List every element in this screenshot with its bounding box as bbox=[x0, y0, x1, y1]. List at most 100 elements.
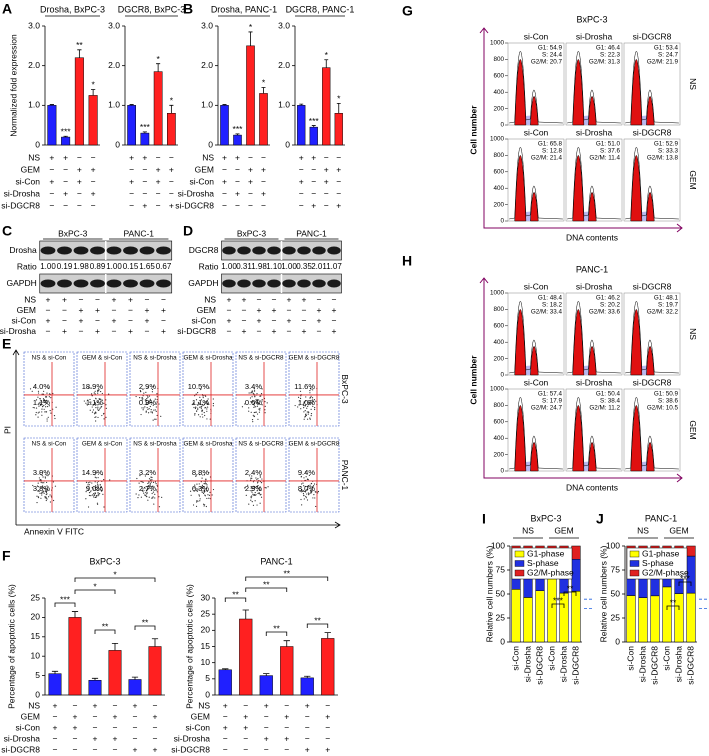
flow-dot bbox=[258, 487, 260, 489]
flow-dot bbox=[37, 486, 39, 488]
cycle-stat: S: 19.7 bbox=[658, 302, 678, 309]
blot-ratio-label: Ratio bbox=[17, 261, 37, 271]
condition-label: si-DGCR8 bbox=[175, 200, 214, 210]
bar bbox=[148, 646, 162, 696]
flow-dot bbox=[199, 498, 201, 500]
flow-frame bbox=[76, 351, 128, 427]
legend-swatch bbox=[514, 550, 525, 558]
flow-dot bbox=[45, 499, 47, 502]
significance-label: ** bbox=[263, 579, 270, 589]
cycle-outline bbox=[567, 147, 621, 220]
flow-dot bbox=[42, 491, 44, 493]
flow-dot bbox=[99, 484, 101, 486]
flow-dot bbox=[248, 392, 250, 394]
condition-sign: − bbox=[133, 733, 138, 743]
error-bar bbox=[71, 611, 79, 618]
flow-dot bbox=[99, 403, 101, 405]
flow-dot bbox=[259, 487, 261, 489]
flow-dot bbox=[253, 390, 256, 392]
condition-sign: − bbox=[79, 294, 84, 304]
flow-dot bbox=[161, 496, 163, 498]
flow-dot bbox=[145, 410, 147, 412]
flow-dot bbox=[146, 398, 148, 400]
flow-dot bbox=[312, 389, 314, 391]
flow-dot bbox=[92, 403, 94, 406]
flow-dot bbox=[303, 418, 305, 420]
cycle-g2-peak bbox=[646, 442, 655, 472]
blot-ratio: 0.15 bbox=[123, 262, 139, 271]
flow-dot bbox=[257, 492, 259, 495]
error-bar bbox=[129, 104, 134, 106]
cycle-frame bbox=[479, 277, 683, 483]
legend-label: S-phase bbox=[642, 558, 674, 568]
flow-dot bbox=[258, 399, 260, 401]
flow-dot bbox=[250, 487, 252, 489]
panel-letter: G bbox=[402, 3, 413, 19]
flow-dot bbox=[201, 491, 203, 494]
y-tick-label: 2.0 bbox=[28, 60, 40, 70]
condition-sign: + bbox=[324, 176, 329, 186]
flow-dot bbox=[258, 492, 260, 494]
blot-label: DGCR8 bbox=[189, 245, 219, 255]
flow-dot bbox=[52, 481, 55, 483]
flow-dot bbox=[250, 496, 252, 498]
flow-lower: 1.1% bbox=[33, 398, 50, 407]
flow-dot bbox=[264, 400, 266, 403]
flow-upper: 9.4% bbox=[298, 468, 315, 477]
blot-band bbox=[222, 279, 236, 288]
cycle-tick-label: 1000 bbox=[490, 386, 505, 393]
flow-dot bbox=[149, 398, 151, 400]
flow-dot bbox=[206, 484, 208, 486]
flow-dot bbox=[43, 390, 45, 392]
condition-sign: − bbox=[95, 315, 100, 325]
flow-dot bbox=[310, 395, 312, 397]
flow-dot bbox=[143, 486, 146, 489]
cycle-tick-label: 400 bbox=[493, 89, 504, 96]
flow-dot bbox=[304, 410, 306, 412]
condition-sign: − bbox=[242, 305, 247, 315]
flow-dot bbox=[52, 392, 54, 395]
flow-dot bbox=[198, 494, 200, 496]
significance-label: * bbox=[156, 54, 160, 64]
cycle-stat-box bbox=[595, 390, 621, 411]
cycle-tick-label: 1000 bbox=[490, 136, 505, 143]
flow-dot bbox=[144, 494, 146, 496]
flow-lower: 1.1% bbox=[192, 398, 209, 407]
condition-sign: − bbox=[284, 744, 289, 754]
condition-sign: − bbox=[242, 315, 247, 325]
flow-dot bbox=[44, 411, 46, 413]
flow-dot bbox=[40, 481, 42, 483]
cycle-stat: S: 38.6 bbox=[658, 398, 678, 405]
flow-dot bbox=[100, 486, 102, 488]
y-tick-label: 3.0 bbox=[108, 20, 120, 30]
bar-segment bbox=[662, 586, 672, 643]
flow-y-label: PI bbox=[2, 426, 12, 434]
flow-dot bbox=[88, 491, 91, 494]
cycle-outline bbox=[625, 397, 679, 470]
blot-band bbox=[73, 279, 89, 288]
significance-bracket bbox=[134, 625, 156, 630]
flow-dot bbox=[148, 400, 150, 402]
flow-dot bbox=[255, 401, 257, 403]
flow-dot bbox=[252, 392, 254, 395]
flow-dot bbox=[100, 490, 103, 492]
condition-sign: + bbox=[332, 305, 337, 315]
condition-sign: − bbox=[302, 315, 307, 325]
chart-title: Drosha, PANC-1 bbox=[211, 4, 277, 14]
condition-sign: − bbox=[287, 326, 292, 336]
flow-dot bbox=[156, 393, 158, 395]
significance-label: *** bbox=[233, 124, 244, 134]
flow-dot bbox=[257, 418, 259, 420]
flow-dot bbox=[37, 496, 40, 498]
error-bar bbox=[304, 675, 311, 678]
flow-dot bbox=[87, 484, 89, 486]
flow-dot bbox=[314, 497, 316, 499]
flow-dot bbox=[150, 481, 152, 483]
flow-dot bbox=[254, 401, 256, 403]
error-bar bbox=[283, 640, 290, 647]
flow-dot bbox=[248, 407, 250, 409]
flow-dot bbox=[307, 411, 310, 413]
cycle-g1-peak bbox=[514, 155, 527, 222]
flow-title: GEM & si-DGCR8 bbox=[289, 441, 340, 448]
bar-segment bbox=[523, 575, 533, 598]
